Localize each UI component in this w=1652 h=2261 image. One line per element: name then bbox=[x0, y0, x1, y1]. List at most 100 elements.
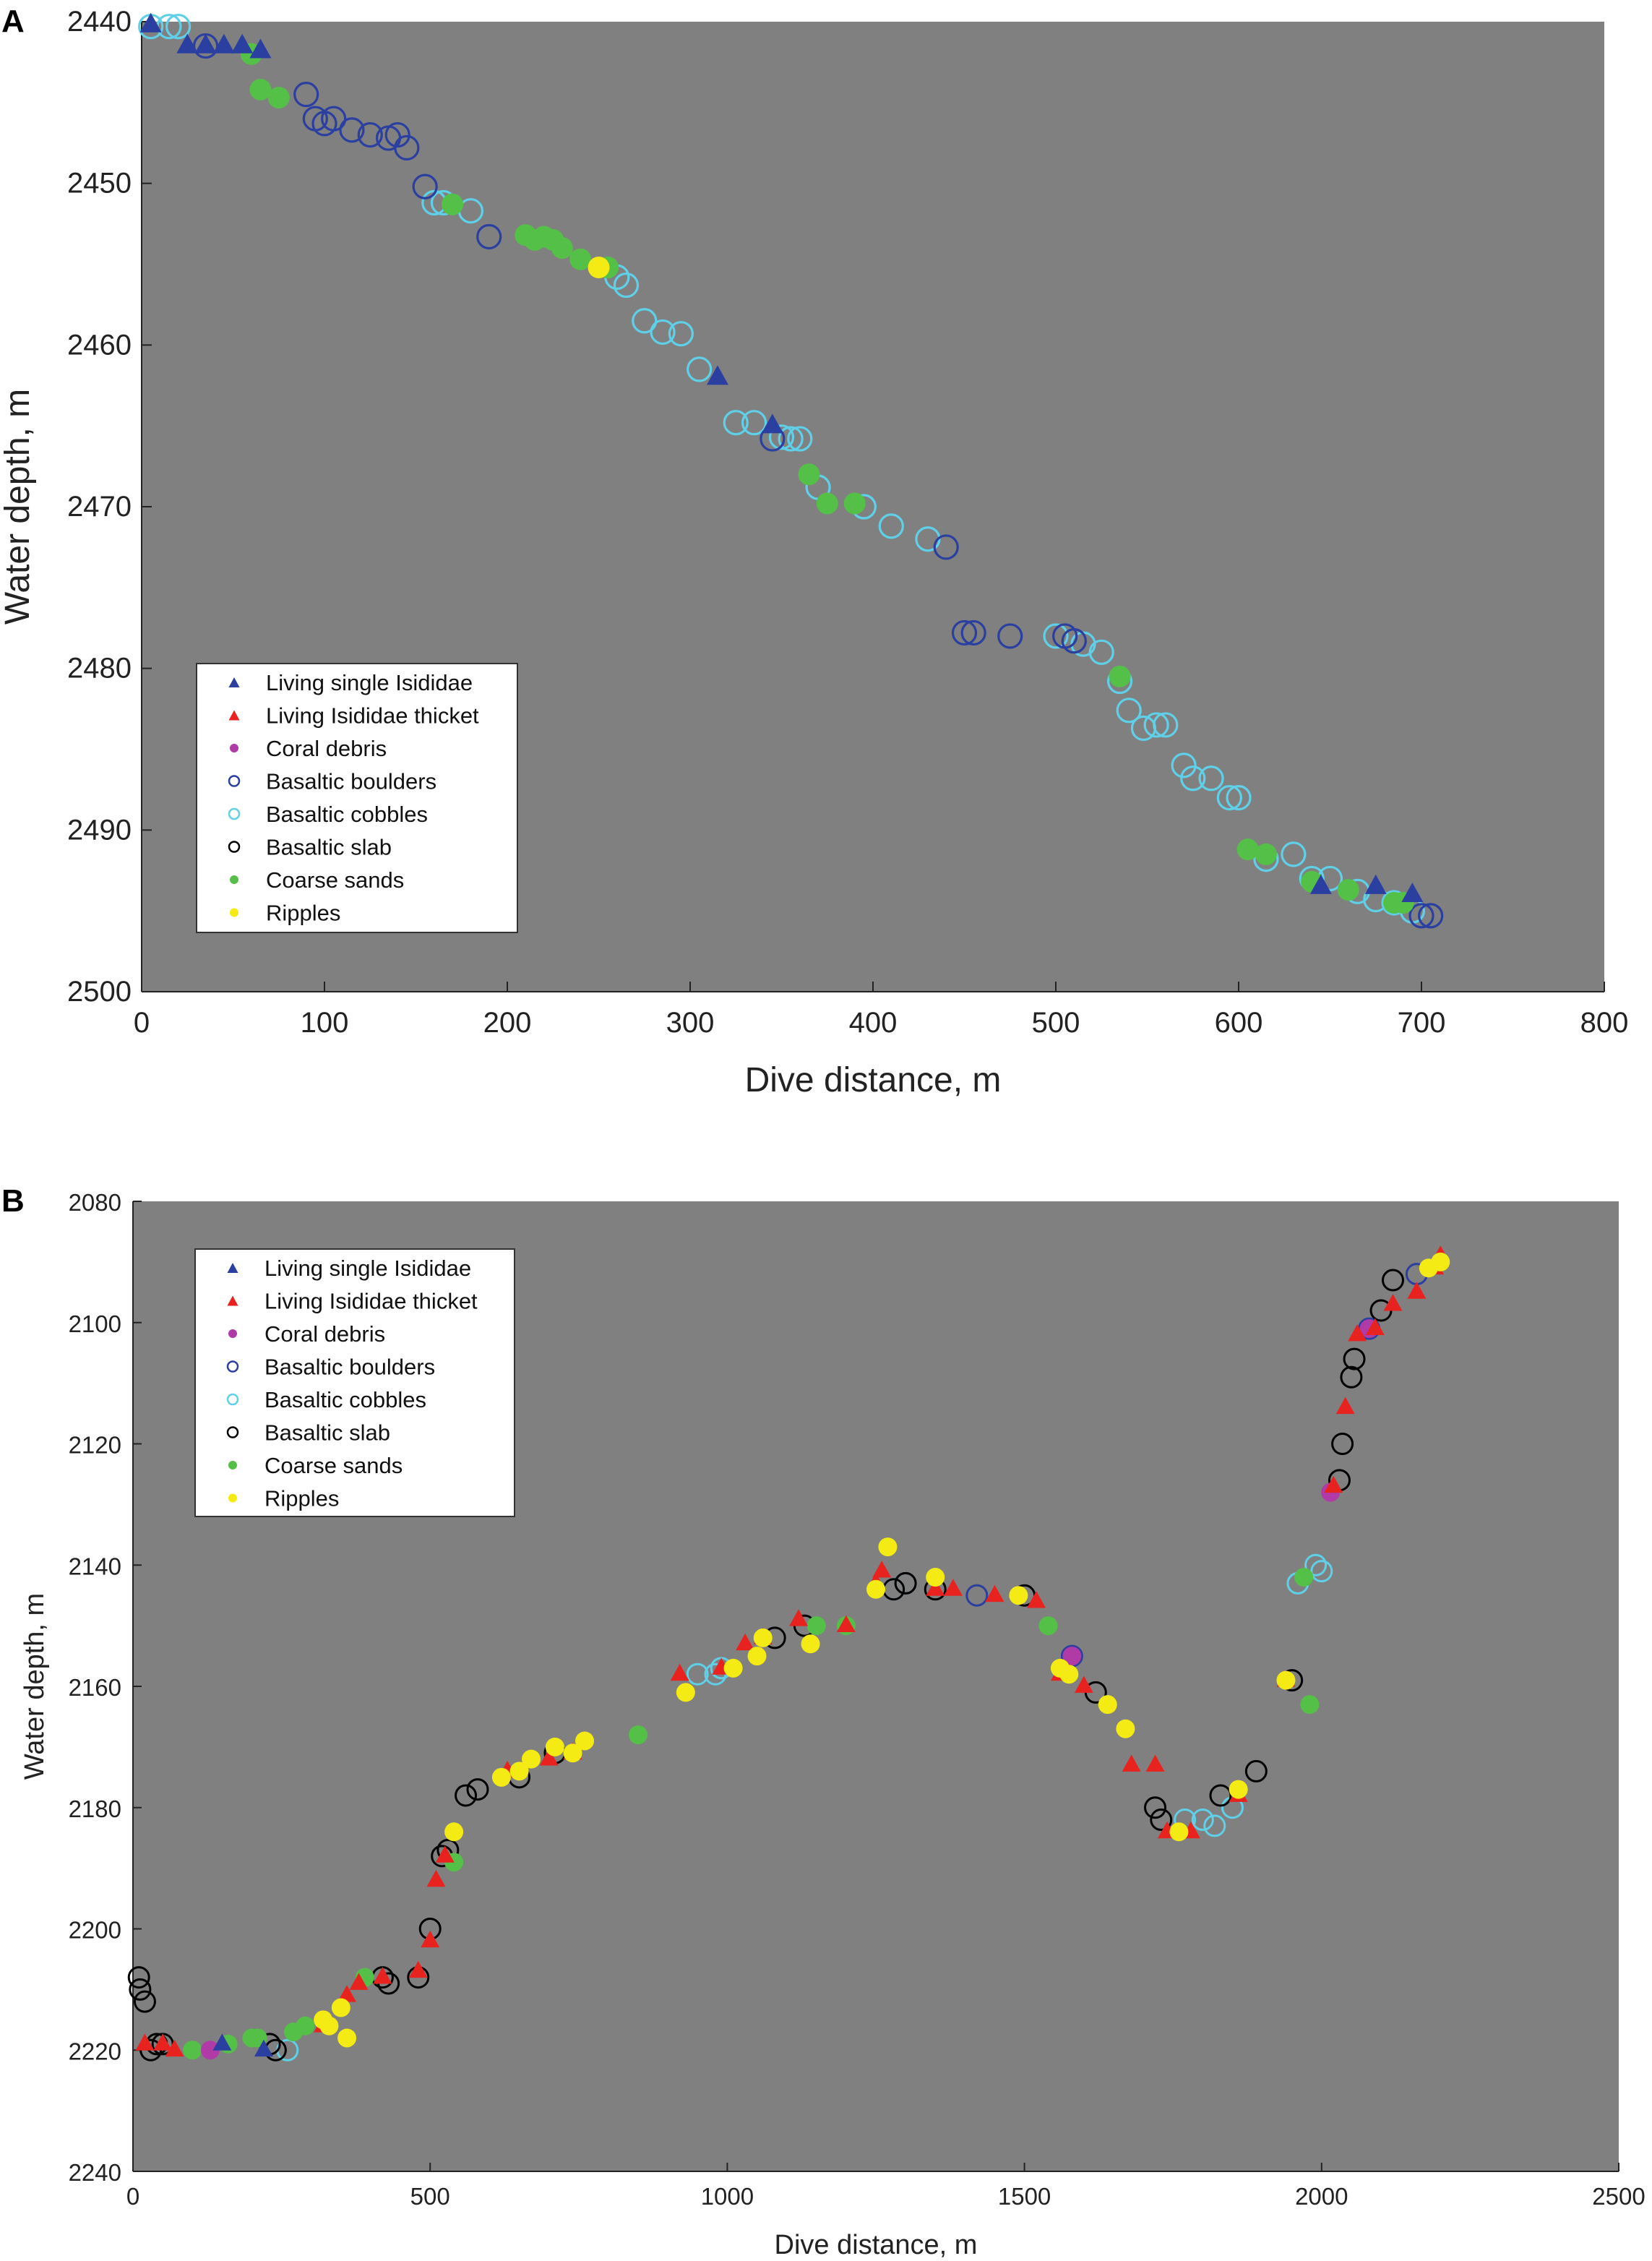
panel-b-point-basaltic-boulders bbox=[965, 1584, 989, 1607]
panel-b-point-living-isididae-thicket bbox=[1074, 1676, 1093, 1693]
panel-a-point-basaltic-cobbles bbox=[1171, 752, 1197, 778]
panel-b-point-living-isididae-thicket bbox=[1122, 1754, 1141, 1772]
panel-b-point-living-isididae-thicket bbox=[1407, 1282, 1427, 1299]
panel-b-point-coarse-sands bbox=[1294, 1568, 1314, 1587]
panel-a-legend-label-basaltic-slab: Basaltic slab bbox=[266, 835, 392, 860]
panel-b-point-living-isididae-thicket bbox=[872, 1561, 892, 1578]
panel-b-point-ripples bbox=[753, 1628, 773, 1647]
panel-a-legend-label-ripples: Ripples bbox=[266, 901, 340, 926]
panel-a-point-basaltic-cobbles bbox=[723, 410, 749, 436]
panel-b-legend-symbol-basaltic-cobbles bbox=[226, 1393, 239, 1406]
panel-b-point-basaltic-slab bbox=[455, 1784, 478, 1807]
panel-a-point-ripples bbox=[588, 256, 610, 278]
panel-b-point-living-isididae-thicket bbox=[943, 1579, 963, 1596]
panel-a-ticks: 0 100 200 300 400 500 600 700 800 2440 2450 2460 247… bbox=[67, 6, 1628, 1039]
panel-b-x-tick-label: 0 bbox=[126, 2183, 139, 2210]
panel-b-point-ripples bbox=[522, 1749, 541, 1769]
panel-a-legend-symbol-basaltic-cobbles bbox=[228, 807, 241, 820]
panel-a-point-basaltic-boulders bbox=[476, 223, 502, 250]
panel-a-point-basaltic-cobbles bbox=[1281, 841, 1307, 867]
panel-a-y-tick-label: 2500 bbox=[67, 976, 132, 1008]
panel-b-point-basaltic-slab bbox=[466, 1778, 489, 1801]
panel-a-x-tick-label: 0 bbox=[134, 1007, 150, 1039]
panel-a-point-basaltic-cobbles bbox=[668, 321, 694, 347]
panel-a-legend-symbol-basaltic-slab bbox=[228, 841, 241, 853]
panel-b-point-ripples bbox=[1431, 1252, 1450, 1271]
panel-a-point-living-single-isididae bbox=[1364, 874, 1387, 894]
panel-b-point-ripples bbox=[545, 1737, 564, 1756]
panel-a-point-living-single-isididae bbox=[249, 38, 272, 59]
panel-a-point-basaltic-cobbles bbox=[778, 426, 804, 452]
panel-a-point-basaltic-cobbles bbox=[1216, 784, 1242, 811]
panel-b-legend-label-basaltic-cobbles: Basaltic cobbles bbox=[264, 1387, 426, 1412]
panel-b-point-ripples bbox=[1116, 1719, 1135, 1738]
panel-b-legend-symbol-living-isididae-thicket bbox=[227, 1295, 238, 1306]
panel-b-legend-label-basaltic-boulders: Basaltic boulders bbox=[264, 1355, 435, 1380]
panel-b-point-ripples bbox=[723, 1658, 743, 1678]
panel-b-point-living-isididae-thicket bbox=[836, 1615, 856, 1633]
panel-b-point-coral-debris bbox=[1062, 1647, 1082, 1666]
panel-a-point-basaltic-boulders bbox=[384, 121, 410, 148]
panel-b-marks bbox=[127, 1245, 1450, 2062]
panel-b-x-tick-label: 1500 bbox=[998, 2183, 1051, 2210]
panel-a-legend-symbol-coarse-sands bbox=[230, 875, 238, 884]
panel-a-point-living-single-isididae bbox=[212, 33, 235, 53]
panel-b-point-living-isididae-thicket bbox=[426, 1869, 446, 1887]
panel-b-point-coarse-sands bbox=[629, 1725, 648, 1745]
panel-b-label: B bbox=[1, 1183, 25, 1219]
panel-a-y-tick-label: 2480 bbox=[67, 653, 132, 685]
panel-a-point-basaltic-boulders bbox=[1061, 628, 1087, 654]
panel-a-legend-symbol-living-single-isididae bbox=[228, 677, 240, 687]
panel-a-legend-label-coral-debris: Coral debris bbox=[266, 736, 387, 761]
panel-a-point-coarse-sands bbox=[798, 463, 820, 486]
panel-b-legend-label-basaltic-slab: Basaltic slab bbox=[264, 1420, 390, 1446]
panel-b-point-living-isididae-thicket bbox=[1145, 1754, 1165, 1772]
panel-a-point-basaltic-cobbles bbox=[741, 410, 767, 436]
panel-a-point-basaltic-boulders bbox=[933, 534, 959, 560]
panel-a-point-coarse-sands bbox=[551, 237, 573, 259]
panel-b-point-coral-debris bbox=[200, 2041, 220, 2060]
panel-b-point-living-single-isididae bbox=[254, 2039, 273, 2057]
panel-a-x-tick-label: 500 bbox=[1032, 1007, 1080, 1039]
panel-a-point-basaltic-cobbles bbox=[878, 513, 904, 539]
panel-a-point-basaltic-boulders bbox=[357, 121, 383, 148]
panel-b-ticks: 0 500 1000 1500 2000 2500 2080 2100 2120 2140 2160… bbox=[69, 1189, 1645, 2210]
panel-b-point-basaltic-slab bbox=[129, 1978, 152, 2001]
panel-b-x-axis-label: Dive distance, m bbox=[775, 2230, 978, 2260]
panel-b-point-basaltic-cobbles bbox=[1203, 1814, 1226, 1837]
panel-a-x-tick-label: 200 bbox=[483, 1007, 532, 1039]
panel-b-point-living-isididae-thicket bbox=[408, 1960, 428, 1978]
panel-a-legend: Living single Isididae Living Isididae th… bbox=[196, 663, 518, 933]
panel-b-point-coarse-sands bbox=[1038, 1616, 1058, 1636]
panel-a-point-basaltic-boulders bbox=[1418, 903, 1444, 929]
panel-a-label: A bbox=[1, 4, 25, 39]
panel-a-y-tick-label: 2460 bbox=[67, 329, 132, 361]
panel-a-point-basaltic-cobbles bbox=[1226, 784, 1252, 811]
panel-b-point-basaltic-slab bbox=[1244, 1759, 1268, 1782]
panel-b-legend-symbol-basaltic-slab bbox=[226, 1426, 239, 1438]
panel-b-x-tick-label: 500 bbox=[410, 2183, 450, 2210]
panel-b-point-living-isididae-thicket bbox=[926, 1579, 945, 1596]
panel-a-point-basaltic-cobbles bbox=[1143, 712, 1169, 738]
panel-a-legend-symbol-basaltic-boulders bbox=[228, 775, 241, 787]
panel-a-x-axis-label: Dive distance, m bbox=[745, 1061, 1002, 1099]
panel-a-point-basaltic-cobbles bbox=[165, 14, 192, 40]
panel-b-point-living-isididae-thicket bbox=[539, 1749, 559, 1766]
panel-b-point-ripples bbox=[509, 1762, 529, 1781]
panel-b-point-living-isididae-thicket bbox=[1365, 1318, 1385, 1336]
panel-a-point-basaltic-cobbles bbox=[768, 424, 795, 450]
panel-a-marks bbox=[138, 12, 1444, 929]
panel-b-legend-symbol-basaltic-boulders bbox=[226, 1360, 239, 1373]
panel-a-point-basaltic-cobbles bbox=[1180, 765, 1206, 791]
panel-a-point-basaltic-boulders bbox=[951, 619, 978, 646]
panel-b-point-living-isididae-thicket bbox=[670, 1663, 689, 1681]
panel-a-point-basaltic-cobbles bbox=[1198, 765, 1224, 791]
panel-b-point-basaltic-cobbles bbox=[1191, 1809, 1214, 1832]
panel-b-point-living-isididae-thicket bbox=[153, 2033, 173, 2051]
panel-a-point-basaltic-cobbles bbox=[1043, 623, 1069, 649]
panel-b-point-basaltic-slab bbox=[1150, 1809, 1173, 1832]
panel-b-point-living-isididae-thicket bbox=[1324, 1475, 1343, 1493]
panel-a-legend-symbol-coral-debris bbox=[230, 744, 238, 752]
panel-a-y-tick-label: 2490 bbox=[67, 814, 132, 846]
panel-b-point-ripples bbox=[563, 1743, 582, 1763]
